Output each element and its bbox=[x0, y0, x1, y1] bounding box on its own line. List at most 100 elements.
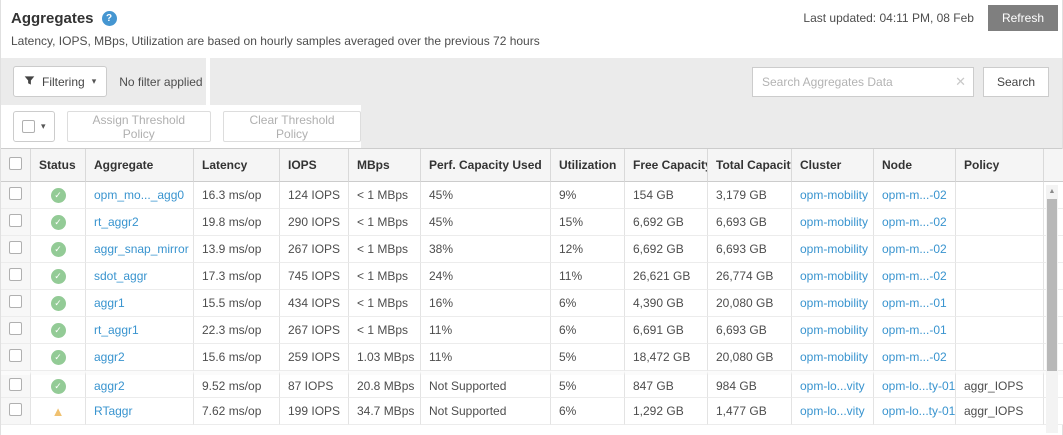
iops-cell: 745 IOPS bbox=[280, 263, 349, 290]
row-checkbox[interactable] bbox=[9, 214, 22, 227]
status-cell: ✓ bbox=[31, 290, 86, 317]
row-checkbox-cell bbox=[1, 209, 31, 236]
total-capacity-cell: 6,693 GB bbox=[708, 317, 792, 344]
node-cell: opm-m...-02 bbox=[874, 263, 956, 290]
node-link[interactable]: opm-m...-02 bbox=[882, 269, 947, 283]
cluster-link[interactable]: opm-mobility bbox=[800, 296, 869, 310]
aggregate-link[interactable]: aggr2 bbox=[94, 350, 125, 364]
cluster-link[interactable]: opm-mobility bbox=[800, 323, 869, 337]
row-checkbox[interactable] bbox=[9, 295, 22, 308]
clear-threshold-policy-button[interactable]: Clear Threshold Policy bbox=[223, 111, 361, 142]
clear-search-icon[interactable]: ✕ bbox=[955, 73, 966, 89]
column-header-label: Perf. Capacity Used bbox=[429, 157, 542, 172]
row-checkbox[interactable] bbox=[9, 349, 22, 362]
row-checkbox[interactable] bbox=[9, 241, 22, 254]
cluster-link[interactable]: opm-lo...vity bbox=[800, 379, 865, 393]
iops-cell: 199 IOPS bbox=[280, 398, 349, 425]
column-header-node[interactable]: Node bbox=[874, 149, 956, 182]
status-cell: ✓ bbox=[31, 209, 86, 236]
node-cell: opm-m...-02 bbox=[874, 236, 956, 263]
aggregate-link[interactable]: rt_aggr1 bbox=[94, 323, 139, 337]
filter-controls: Filtering ▾ No filter applied bbox=[1, 58, 206, 105]
latency-cell: 7.62 ms/op bbox=[194, 398, 280, 425]
vertical-scrollbar[interactable]: ▲ bbox=[1046, 185, 1058, 433]
column-header-perf-capacity-used[interactable]: Perf. Capacity Used bbox=[421, 149, 551, 182]
column-header-status[interactable]: Status bbox=[31, 149, 86, 182]
cluster-link[interactable]: opm-mobility bbox=[800, 242, 869, 256]
column-header-policy[interactable]: Policy bbox=[956, 149, 1044, 182]
aggregate-link[interactable]: opm_mo..._agg0 bbox=[94, 188, 185, 202]
filtering-button[interactable]: Filtering ▾ bbox=[13, 66, 108, 97]
row-checkbox[interactable] bbox=[9, 187, 22, 200]
aggregate-link[interactable]: aggr_snap_mirror bbox=[94, 242, 189, 256]
iops-cell: 259 IOPS bbox=[280, 344, 349, 371]
utilization-cell: 9% bbox=[551, 182, 625, 209]
column-header-iops[interactable]: IOPS bbox=[280, 149, 349, 182]
cluster-cell: opm-lo...vity bbox=[792, 398, 874, 425]
search-input[interactable] bbox=[751, 66, 974, 97]
total-capacity-cell: 20,080 GB bbox=[708, 290, 792, 317]
node-link[interactable]: opm-lo...ty-01 bbox=[882, 379, 956, 393]
aggregate-link[interactable]: RTaggr bbox=[94, 404, 133, 418]
free-capacity-cell: 6,692 GB bbox=[625, 209, 708, 236]
cluster-link[interactable]: opm-mobility bbox=[800, 215, 869, 229]
help-icon[interactable]: ? bbox=[101, 10, 117, 26]
row-checkbox-cell bbox=[1, 344, 31, 371]
header-checkbox[interactable] bbox=[9, 157, 22, 170]
cluster-link[interactable]: opm-mobility bbox=[800, 188, 869, 202]
search-button[interactable]: Search bbox=[982, 66, 1049, 97]
policy-cell bbox=[956, 209, 1044, 236]
node-link[interactable]: opm-m...-01 bbox=[882, 323, 947, 337]
column-header-cluster[interactable]: Cluster bbox=[792, 149, 874, 182]
column-header-utilization[interactable]: Utilization bbox=[551, 149, 625, 182]
header-spacer-cell bbox=[1044, 149, 1063, 182]
aggregate-cell: aggr2 bbox=[86, 344, 194, 371]
status-cell: ▲ bbox=[31, 398, 86, 425]
select-all-dropdown[interactable]: ▾ bbox=[13, 111, 55, 142]
toolbar-filler bbox=[361, 105, 1062, 148]
status-ok-icon: ✓ bbox=[50, 242, 66, 257]
perf-capacity-used-cell: 24% bbox=[421, 263, 551, 290]
refresh-button[interactable]: Refresh bbox=[987, 5, 1058, 31]
cluster-link[interactable]: opm-lo...vity bbox=[800, 404, 865, 418]
scrollbar-thumb[interactable] bbox=[1047, 199, 1057, 371]
perf-capacity-used-cell: Not Supported bbox=[421, 398, 551, 425]
aggregate-link[interactable]: aggr1 bbox=[94, 296, 125, 310]
row-checkbox[interactable] bbox=[9, 322, 22, 335]
row-checkbox-cell bbox=[1, 371, 31, 398]
row-checkbox[interactable] bbox=[9, 378, 22, 391]
aggregate-link[interactable]: aggr2 bbox=[94, 379, 125, 393]
total-capacity-cell: 20,080 GB bbox=[708, 344, 792, 371]
aggregate-link[interactable]: sdot_aggr bbox=[94, 269, 148, 283]
scrollbar-up-icon[interactable]: ▲ bbox=[1048, 188, 1056, 195]
column-header-latency[interactable]: Latency bbox=[194, 149, 280, 182]
search-area: ✕ Search bbox=[210, 58, 1062, 105]
total-capacity-cell: 3,179 GB bbox=[708, 182, 792, 209]
cluster-link[interactable]: opm-mobility bbox=[800, 269, 869, 283]
node-link[interactable]: opm-m...-02 bbox=[882, 215, 947, 229]
status-cell: ✓ bbox=[31, 371, 86, 398]
node-link[interactable]: opm-m...-02 bbox=[882, 350, 947, 364]
aggregate-link[interactable]: rt_aggr2 bbox=[94, 215, 139, 229]
utilization-cell: 6% bbox=[551, 317, 625, 344]
column-header-free-capacity[interactable]: Free Capacity bbox=[625, 149, 708, 182]
table-row: ✓ aggr_snap_mirror 13.9 ms/op 267 IOPS <… bbox=[1, 236, 1063, 263]
node-link[interactable]: opm-m...-02 bbox=[882, 242, 947, 256]
status-warning-icon: ▲ bbox=[51, 403, 65, 419]
mbps-cell: < 1 MBps bbox=[349, 317, 421, 344]
node-link[interactable]: opm-lo...ty-01 bbox=[882, 404, 956, 418]
utilization-cell: 6% bbox=[551, 398, 625, 425]
select-all-checkbox[interactable] bbox=[22, 120, 35, 133]
column-header-total-capacity[interactable]: Total Capacity bbox=[708, 149, 792, 182]
node-link[interactable]: opm-m...-02 bbox=[882, 188, 947, 202]
row-checkbox[interactable] bbox=[9, 268, 22, 281]
row-checkbox[interactable] bbox=[9, 403, 22, 416]
node-link[interactable]: opm-m...-01 bbox=[882, 296, 947, 310]
node-cell: opm-m...-02 bbox=[874, 182, 956, 209]
cluster-cell: opm-mobility bbox=[792, 317, 874, 344]
column-header-aggregate[interactable]: Aggregate bbox=[86, 149, 194, 182]
column-header-mbps[interactable]: MBps bbox=[349, 149, 421, 182]
row-checkbox-cell bbox=[1, 236, 31, 263]
cluster-link[interactable]: opm-mobility bbox=[800, 350, 869, 364]
assign-threshold-policy-button[interactable]: Assign Threshold Policy bbox=[66, 111, 212, 142]
